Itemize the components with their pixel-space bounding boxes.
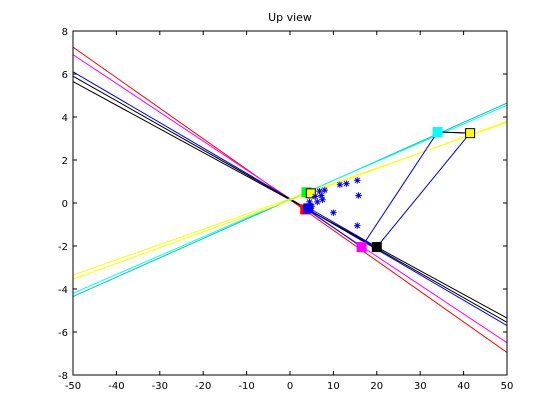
series-group — [73, 46, 507, 353]
square-marker-7 — [305, 188, 316, 199]
x-tick-label: -20 — [195, 381, 211, 392]
axes-box — [73, 31, 507, 375]
scatter-point-6 — [319, 196, 326, 203]
scatter-point-11 — [354, 177, 361, 184]
y-tick-label: 0 — [62, 199, 68, 210]
y-tick-label: -8 — [58, 371, 68, 382]
scatter-point-1 — [308, 203, 315, 210]
y-tick-label: 4 — [62, 113, 68, 124]
x-tick-label: -40 — [108, 381, 124, 392]
x-tick-label: 50 — [501, 381, 514, 392]
x-tick-label: 40 — [457, 381, 470, 392]
scatter-point-10 — [343, 180, 350, 187]
series-line-8 — [73, 121, 507, 276]
scatter-point-13 — [354, 222, 361, 229]
y-tick-label: -2 — [58, 242, 68, 253]
y-tick-label: -4 — [58, 285, 68, 296]
x-tick-label: -50 — [65, 381, 81, 392]
x-tick-label: 0 — [287, 381, 293, 392]
scatter-point-4 — [316, 187, 323, 195]
scatter-point-12 — [355, 192, 362, 199]
scatter-point-8 — [330, 209, 337, 216]
square-marker-0 — [432, 127, 443, 138]
square-marker-2 — [356, 242, 367, 253]
scatter-point-5 — [318, 192, 325, 199]
chart-title: Up view — [268, 11, 312, 24]
y-tick-label: 2 — [62, 156, 68, 167]
y-tick-label: -6 — [58, 328, 68, 339]
x-tick-label: -10 — [238, 381, 254, 392]
plot-area — [73, 46, 507, 353]
x-tick-label: 30 — [414, 381, 427, 392]
y-tick-label: 8 — [62, 27, 68, 38]
square-marker-3 — [371, 242, 382, 253]
x-tick-label: -30 — [152, 381, 168, 392]
square-marker-1 — [465, 128, 476, 139]
x-tick-label: 10 — [327, 381, 340, 392]
scatter-point-2 — [311, 193, 319, 200]
y-tick-label: 6 — [62, 70, 68, 81]
x-tick-label: 20 — [370, 381, 383, 392]
polygon-top-edge — [437, 131, 471, 134]
scatter-point-0 — [306, 198, 313, 206]
scatter-point-3 — [314, 198, 321, 206]
scatter-point-9 — [336, 181, 344, 188]
scatter-point-7 — [321, 186, 328, 194]
